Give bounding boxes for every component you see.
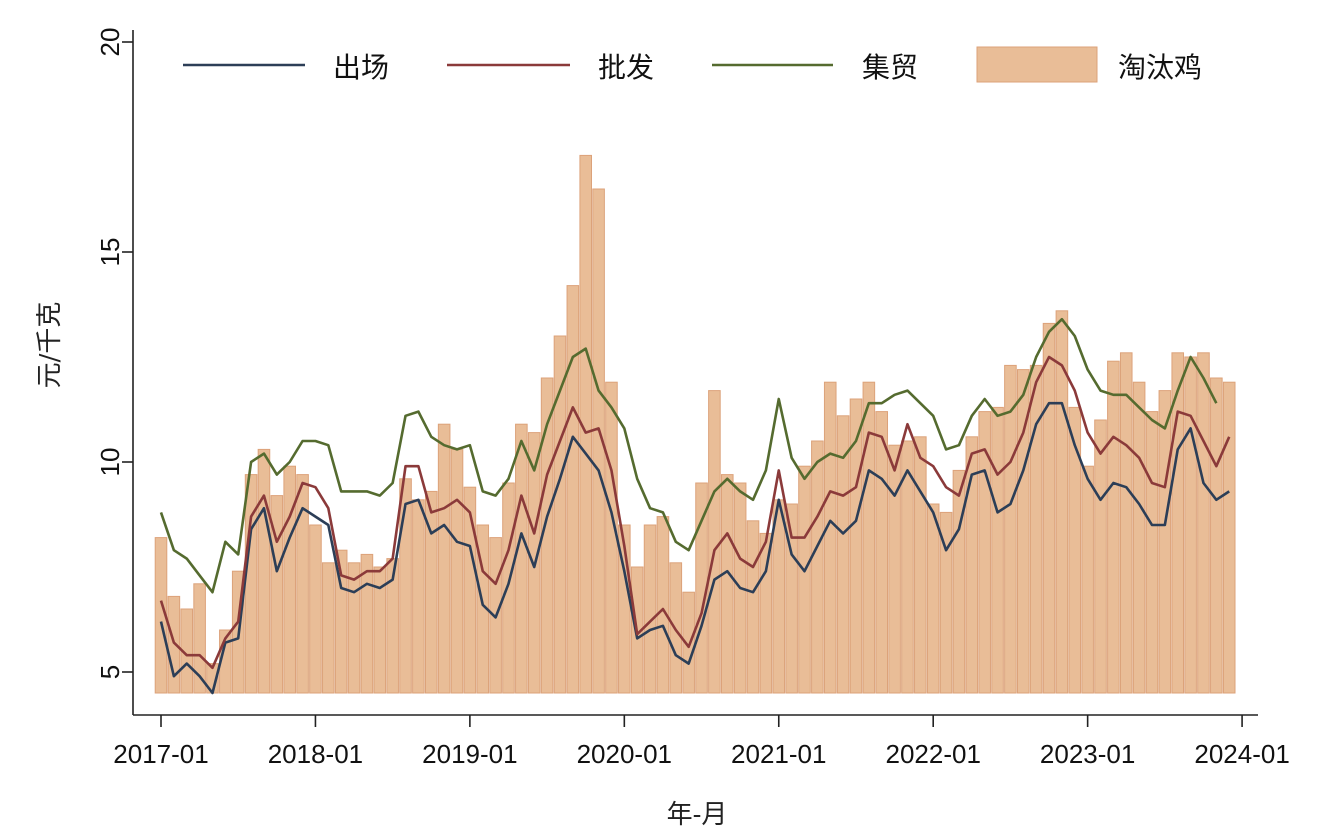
bar-taotaiji — [965, 436, 979, 694]
bar-taotaiji — [1145, 411, 1159, 694]
y-tick-label: 15 — [95, 238, 125, 267]
bar-taotaiji — [373, 566, 387, 694]
bar-taotaiji — [515, 423, 528, 694]
x-axis-title: 年-月 — [667, 800, 728, 830]
bar-taotaiji — [1004, 364, 1017, 694]
x-tick-label: 2020-01 — [577, 739, 672, 769]
bar-taotaiji — [656, 516, 670, 694]
bar-taotaiji — [875, 411, 889, 694]
y-tick-label: 20 — [95, 28, 125, 57]
bar-taotaiji — [244, 474, 258, 694]
bar-taotaiji — [502, 482, 515, 694]
bar-taotaiji — [708, 390, 721, 694]
bar-taotaiji — [270, 495, 284, 694]
bar-taotaiji — [167, 595, 181, 694]
bar-taotaiji — [424, 490, 438, 694]
x-tick-label: 2023-01 — [1040, 739, 1135, 769]
bar-taotaiji — [1197, 352, 1210, 694]
bar-taotaiji — [399, 478, 412, 694]
bar-taotaiji — [347, 562, 361, 694]
bars-layer — [154, 154, 1236, 694]
y-tick-label: 5 — [95, 665, 125, 679]
bar-taotaiji — [926, 503, 940, 694]
bar-taotaiji — [553, 335, 567, 694]
legend-label-taotaiji: 淘汰鸡 — [1118, 51, 1202, 84]
bar-taotaiji — [785, 503, 798, 694]
legend-swatch-taotaiji — [976, 46, 1098, 83]
bar-taotaiji — [1081, 465, 1094, 694]
bar-taotaiji — [193, 583, 206, 694]
bar-taotaiji — [437, 423, 451, 694]
bar-taotaiji — [1029, 364, 1043, 694]
series-line-jimao — [159, 317, 1218, 594]
bar-taotaiji — [746, 520, 760, 694]
bar-taotaiji — [463, 486, 477, 694]
bar-taotaiji — [978, 411, 991, 694]
legend: 出场 批发 集贸 淘汰鸡 — [183, 46, 1202, 84]
bar-taotaiji — [952, 469, 966, 694]
bar-taotaiji — [257, 448, 271, 694]
bar-taotaiji — [592, 188, 605, 694]
bar-taotaiji — [811, 440, 824, 694]
bar-taotaiji — [412, 499, 425, 694]
bar-taotaiji — [309, 524, 322, 694]
bar-taotaiji — [322, 562, 335, 694]
bar-taotaiji — [1132, 381, 1146, 694]
bar-taotaiji — [1222, 381, 1236, 694]
bar-taotaiji — [823, 381, 837, 694]
y-tick-label: 10 — [95, 448, 125, 477]
bar-taotaiji — [991, 406, 1004, 694]
bar-taotaiji — [1094, 419, 1107, 694]
y-axis-title: 元/千克 — [35, 302, 65, 389]
legend-label-pifa: 批发 — [598, 51, 654, 84]
bar-taotaiji — [605, 381, 618, 694]
x-ticks: 2017-01 2018-01 2019-01 2020-01 2021-01 2022-… — [113, 715, 1290, 769]
series-line-pifa — [159, 355, 1231, 670]
bar-taotaiji — [450, 448, 464, 694]
bar-taotaiji — [1158, 390, 1172, 694]
bar-taotaiji — [759, 532, 773, 694]
bar-taotaiji — [862, 381, 876, 694]
legend-label-chuchang: 出场 — [333, 51, 389, 84]
bar-taotaiji — [798, 465, 811, 694]
x-tick-label: 2018-01 — [268, 739, 363, 769]
x-tick-label: 2019-01 — [422, 739, 517, 769]
bar-taotaiji — [1107, 360, 1120, 694]
bar-taotaiji — [334, 549, 348, 694]
bar-taotaiji — [296, 474, 309, 694]
bar-taotaiji — [1068, 406, 1082, 694]
x-tick-label: 2024-01 — [1194, 739, 1289, 769]
bar-taotaiji — [360, 553, 374, 694]
bar-taotaiji — [836, 415, 850, 694]
bar-taotaiji — [1119, 352, 1133, 694]
x-tick-label: 2022-01 — [885, 739, 980, 769]
x-tick-label: 2021-01 — [731, 739, 826, 769]
bar-taotaiji — [283, 465, 296, 694]
bar-taotaiji — [1042, 322, 1056, 694]
bar-taotaiji — [939, 511, 953, 694]
bar-taotaiji — [579, 154, 592, 694]
bar-taotaiji — [643, 524, 657, 694]
lines-layer — [159, 317, 1231, 695]
bar-taotaiji — [618, 524, 631, 694]
bar-taotaiji — [1017, 369, 1030, 694]
bar-taotaiji — [888, 444, 901, 694]
series-line-chuchang — [159, 401, 1230, 695]
bar-taotaiji — [720, 474, 734, 694]
y-ticks: 5 10 15 20 — [95, 28, 133, 679]
bar-taotaiji — [914, 436, 927, 694]
bar-taotaiji — [901, 440, 914, 694]
legend-label-jimao: 集贸 — [862, 51, 918, 84]
bar-taotaiji — [1055, 310, 1069, 694]
bar-taotaiji — [849, 398, 863, 694]
bar-taotaiji — [1184, 356, 1197, 694]
x-tick-label: 2017-01 — [113, 739, 208, 769]
bar-taotaiji — [1171, 352, 1185, 694]
bar-taotaiji — [566, 285, 580, 694]
bar-taotaiji — [1210, 377, 1223, 694]
